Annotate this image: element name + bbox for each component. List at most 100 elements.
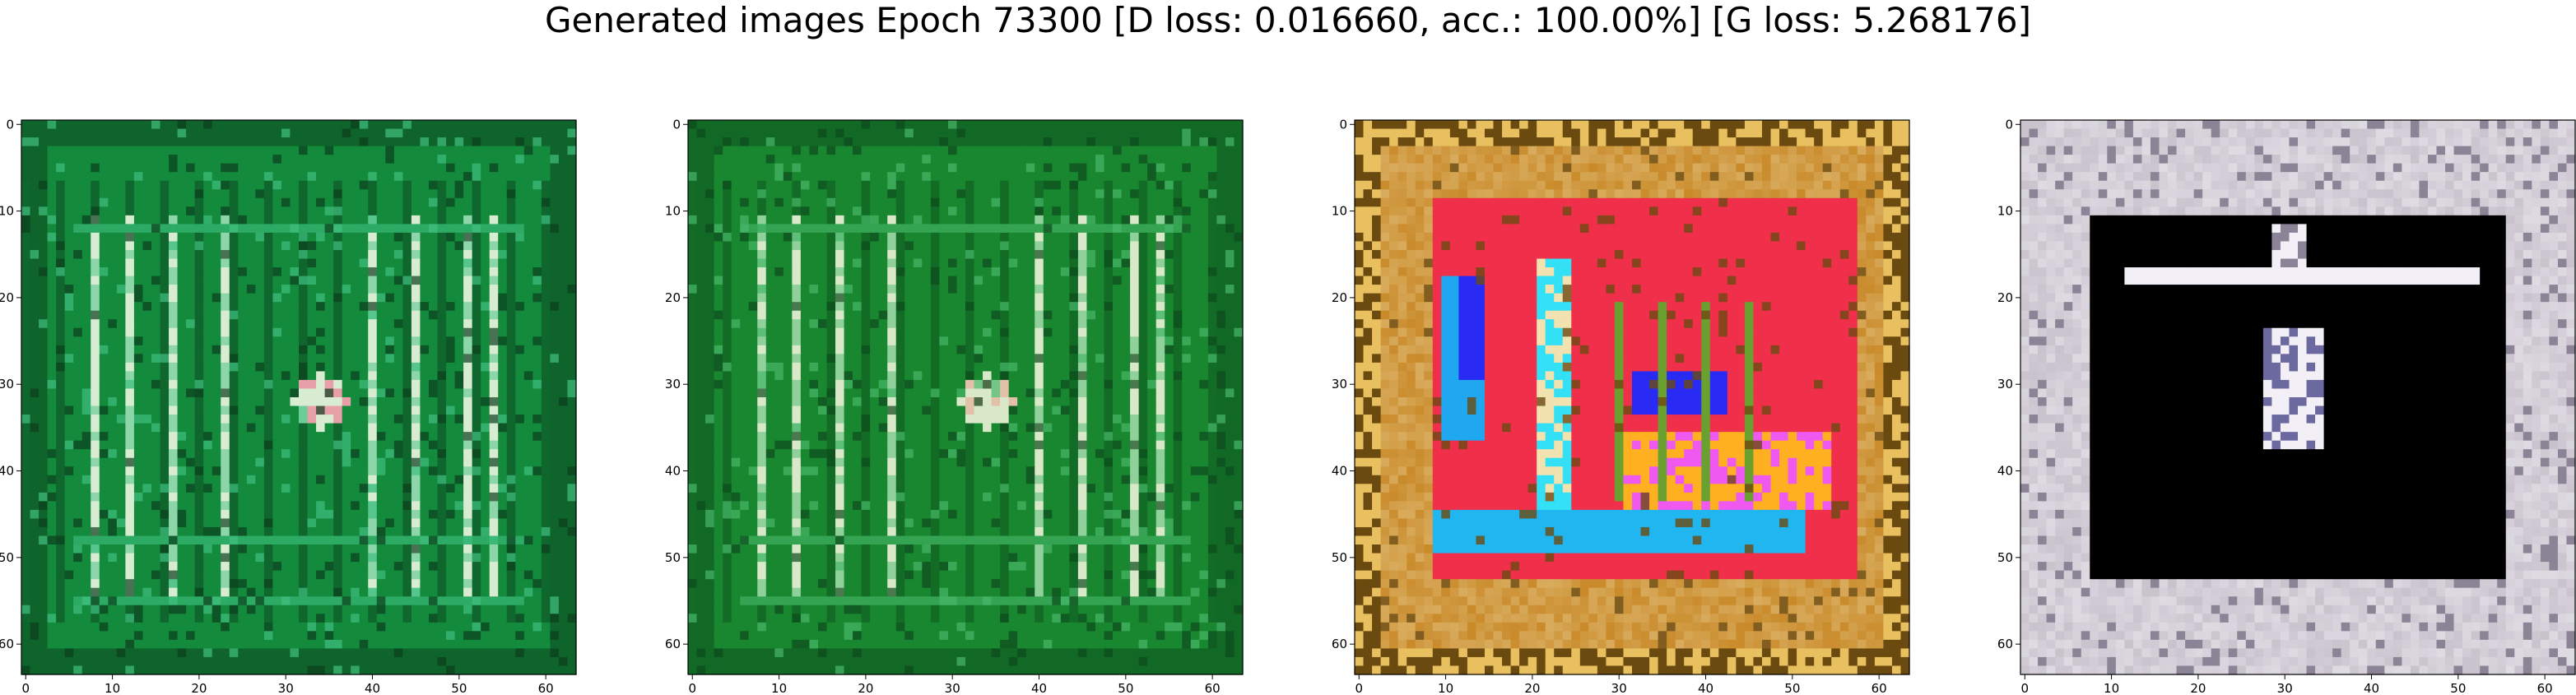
pixel: [307, 562, 317, 572]
pixel: [1086, 163, 1096, 173]
pixel: [116, 484, 126, 493]
pixel: [151, 146, 161, 155]
pixel: [393, 163, 403, 173]
pixel: [316, 336, 326, 346]
pixel: [299, 492, 309, 502]
pixel: [151, 285, 161, 294]
pixel: [1121, 224, 1131, 234]
pixel: [272, 449, 282, 459]
pixel: [30, 631, 40, 641]
pixel: [91, 258, 100, 268]
pixel: [21, 579, 31, 589]
pixel: [489, 457, 499, 467]
pixel: [203, 587, 213, 597]
pixel: [21, 232, 31, 243]
pixel: [160, 614, 170, 623]
pixel: [39, 319, 49, 329]
pixel: [532, 405, 542, 415]
pixel: [333, 293, 343, 303]
pixel: [221, 526, 230, 537]
pixel: [368, 180, 378, 190]
pixel: [108, 501, 118, 511]
pixel: [64, 379, 74, 390]
pixel: [947, 128, 958, 138]
pixel: [47, 579, 57, 589]
pixel: [133, 544, 144, 554]
pixel: [1199, 172, 1209, 182]
pixel: [904, 128, 914, 138]
pixel: [696, 189, 706, 199]
pixel: [91, 475, 100, 484]
pixel: [116, 526, 126, 537]
pixel: [351, 267, 360, 277]
pixel: [30, 432, 40, 442]
pixel: [212, 440, 221, 450]
pixel: [342, 215, 351, 225]
pixel: [472, 475, 481, 484]
pixel: [229, 180, 239, 190]
pixel: [56, 475, 66, 484]
pixel: [194, 648, 204, 658]
pixel: [73, 180, 83, 190]
pixel: [64, 249, 74, 260]
pixel: [454, 553, 464, 563]
pixel: [169, 180, 179, 190]
pixel: [393, 449, 403, 459]
pixel: [316, 146, 326, 155]
pixel: [558, 319, 569, 329]
pixel: [489, 405, 499, 415]
pixel: [385, 120, 395, 130]
pixel: [498, 622, 508, 632]
pixel: [696, 172, 706, 182]
pixel: [515, 656, 525, 667]
pixel: [748, 215, 758, 225]
pixel: [506, 415, 516, 424]
pixel: [324, 189, 334, 199]
pixel: [108, 215, 118, 225]
pixel: [299, 285, 309, 294]
pixel: [47, 526, 57, 537]
pixel: [316, 405, 326, 415]
pixel: [393, 631, 403, 641]
pixel: [281, 215, 291, 225]
pixel: [73, 172, 83, 182]
figure-title: Generated images Epoch 73300 [D loss: 0.…: [544, 0, 2032, 40]
pixel: [809, 224, 819, 234]
pixel: [351, 137, 360, 147]
pixel: [437, 605, 447, 614]
pixel: [454, 415, 464, 424]
pixel: [342, 172, 351, 182]
pixel: [194, 285, 204, 294]
pixel: [194, 614, 204, 623]
pixel: [142, 518, 152, 528]
pixel: [307, 466, 317, 476]
pixel: [255, 241, 265, 251]
pixel: [446, 631, 456, 641]
pixel: [783, 128, 793, 138]
pixel: [108, 206, 118, 216]
pixel: [246, 319, 256, 329]
pixel: [368, 631, 378, 641]
pixel: [1190, 180, 1200, 190]
pixel: [21, 388, 31, 398]
pixel: [290, 137, 300, 147]
pixel: [272, 509, 282, 520]
pixel: [290, 397, 300, 407]
pixel: [368, 310, 378, 320]
pixel: [1130, 146, 1140, 155]
pixel: [21, 648, 31, 658]
pixel: [99, 128, 109, 138]
pixel: [307, 526, 317, 537]
pixel: [342, 302, 351, 312]
pixel: [221, 449, 230, 459]
pixel: [169, 206, 179, 216]
pixel: [420, 249, 430, 260]
pixel: [194, 163, 204, 173]
pixel: [238, 484, 248, 493]
pixel: [39, 440, 49, 450]
pixel: [446, 206, 456, 216]
pixel: [567, 656, 577, 667]
pixel: [550, 440, 560, 450]
pixel: [272, 432, 282, 442]
pixel: [333, 302, 343, 312]
